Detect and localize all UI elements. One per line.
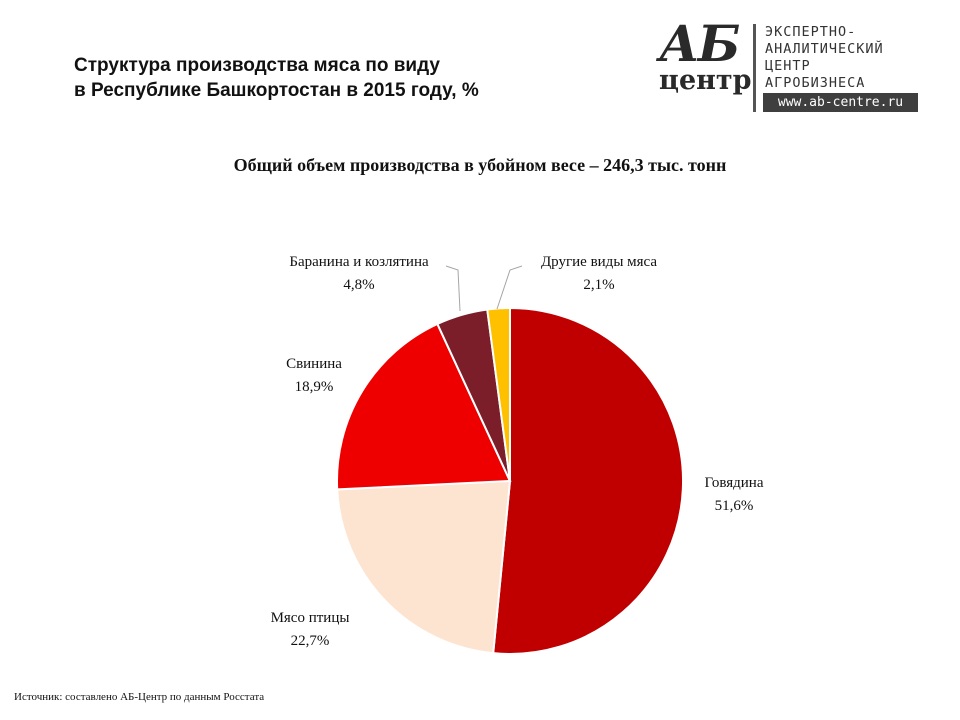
logo-line-2: АНАЛИТИЧЕСКИЙ: [765, 41, 884, 57]
leader-lines: [445, 265, 523, 312]
slice-name-label-3: Свинина: [286, 356, 342, 372]
pie-slice-2: [336, 479, 512, 655]
slice-value-label-4: 4,8%: [343, 277, 374, 293]
slice-value-label-3: 18,9%: [295, 379, 334, 395]
leader-line-5: [496, 265, 523, 310]
slice-value-label-5: 2,1%: [583, 277, 614, 293]
pie-slices: [336, 306, 685, 655]
slice-name-label-1: Говядина: [705, 475, 764, 491]
slice-name-label-2: Мясо птицы: [271, 610, 350, 626]
pie-slice-5: [486, 306, 511, 482]
leader-line-4: [445, 265, 461, 312]
logo-line-4: АГРОБИЗНЕСА: [765, 75, 866, 91]
slice-value-label-1: 51,6%: [715, 498, 754, 514]
source-note: Источник: составлено АБ-Центр по данным …: [14, 691, 265, 703]
slice-name-label-5: Другие виды мяса: [541, 254, 657, 270]
title-line-1: Структура производства мяса по виду: [74, 55, 440, 76]
page-title: Структура производства мяса по виду в Ре…: [74, 53, 594, 103]
logo-mark-top: АБ: [659, 14, 740, 73]
slice-name-label-4: Баранина и козлятина: [289, 254, 429, 270]
logo-divider: [753, 24, 756, 112]
title-line-2: в Республике Башкортостан в 2015 году, %: [74, 80, 479, 101]
ab-centre-logo: АБ центр ЭКСПЕРТНО- АНАЛИТИЧЕСКИЙ ЦЕНТР …: [655, 16, 925, 115]
pie-slice-1: [492, 306, 685, 655]
chart-title: Общий объем производства в убойном весе …: [233, 155, 727, 175]
logo-line-1: ЭКСПЕРТНО-: [765, 24, 857, 40]
logo-line-3: ЦЕНТР: [765, 58, 811, 74]
slice-value-label-2: 22,7%: [291, 633, 330, 649]
logo-mark-bottom: центр: [659, 65, 752, 96]
logo-mark: АБ центр: [655, 16, 752, 112]
logo-caption: ЭКСПЕРТНО- АНАЛИТИЧЕСКИЙ ЦЕНТР АГРОБИЗНЕ…: [765, 24, 884, 92]
slice-labels: Говядина 51,6% Мясо птицы 22,7% Свинина 18,9%…: [271, 254, 764, 649]
logo-url: www.ab-centre.ru: [763, 93, 918, 112]
pie-slice-3: [336, 322, 512, 491]
